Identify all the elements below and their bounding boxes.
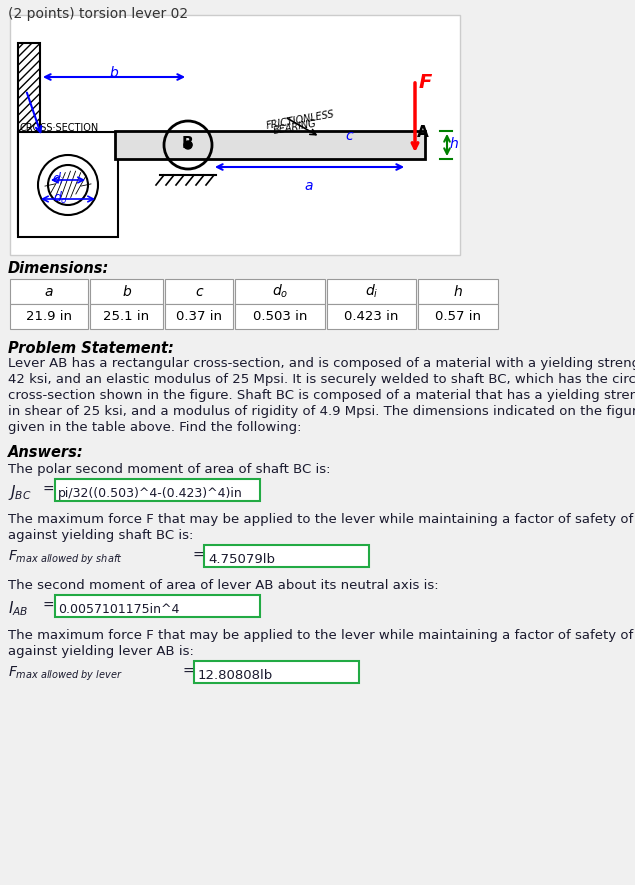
Text: Dimensions:: Dimensions: [8,261,109,276]
Text: c: c [195,284,203,298]
Bar [418,304,498,329]
Text: The second moment of area of lever AB about its neutral axis is:: The second moment of area of lever AB ab… [8,579,439,592]
Bar [235,279,325,304]
Text: $d_o$: $d_o$ [53,190,67,206]
Text: $d_i$: $d_i$ [364,283,378,300]
Bar [18,43,40,233]
Bar [165,279,233,304]
Text: 42 ksi, and an elastic modulus of 25 Mpsi. It is securely welded to shaft BC, wh: 42 ksi, and an elastic modulus of 25 Mps… [8,373,635,386]
Bar [10,279,88,304]
Text: b: b [110,66,119,80]
Text: $J_{BC}$: $J_{BC}$ [8,483,32,502]
Bar [327,279,416,304]
Bar [18,132,118,237]
Bar [204,545,369,567]
Text: 0.57 in: 0.57 in [435,310,481,323]
Text: The polar second moment of area of shaft BC is:: The polar second moment of area of shaft… [8,463,330,476]
Bar [327,304,416,329]
Text: 12.80808lb: 12.80808lb [198,669,273,682]
Text: Problem Statement:: Problem Statement: [8,341,174,356]
Text: CROSS·SECTION: CROSS·SECTION [20,123,99,133]
Text: BEARING: BEARING [272,119,317,136]
Text: The maximum force F that may be applied to the lever while maintaining a factor : The maximum force F that may be applied … [8,513,635,526]
Text: FRICTIONLESS: FRICTIONLESS [265,109,335,131]
Text: =: = [42,599,53,613]
Text: c: c [345,129,352,143]
Text: 0.503 in: 0.503 in [253,310,307,323]
Text: cross-section shown in the figure. Shaft BC is composed of a material that has a: cross-section shown in the figure. Shaft… [8,389,635,402]
Text: =: = [42,483,53,497]
Text: against yielding lever AB is:: against yielding lever AB is: [8,645,194,658]
Bar [194,661,359,683]
Circle shape [184,141,192,149]
Text: 0.37 in: 0.37 in [176,310,222,323]
Text: B: B [182,136,194,151]
Text: pi/32((0.503)^4-(0.423)^4)in: pi/32((0.503)^4-(0.423)^4)in [58,487,243,500]
Text: $F_{max\ allowed\ by\ lever}$: $F_{max\ allowed\ by\ lever}$ [8,665,123,683]
Text: 0.423 in: 0.423 in [344,310,399,323]
Text: =: = [182,665,194,679]
Text: 0.0057101175in^4: 0.0057101175in^4 [58,603,179,616]
Text: $F_{max\ allowed\ by\ shaft}$: $F_{max\ allowed\ by\ shaft}$ [8,549,123,567]
Text: 21.9 in: 21.9 in [26,310,72,323]
Bar [165,304,233,329]
Text: The maximum force F that may be applied to the lever while maintaining a factor : The maximum force F that may be applied … [8,629,635,642]
Text: a: a [44,284,53,298]
Text: (2 points) torsion lever 02: (2 points) torsion lever 02 [8,7,188,21]
Bar [418,279,498,304]
Text: 25.1 in: 25.1 in [104,310,150,323]
Bar [235,304,325,329]
Text: $d_i$: $d_i$ [52,171,64,187]
Bar [10,15,460,255]
Bar [90,279,163,304]
Bar [90,304,163,329]
Text: Answers:: Answers: [8,445,84,460]
Text: b: b [122,284,131,298]
Text: $I_{AB}$: $I_{AB}$ [8,599,29,618]
Text: 4.75079lb: 4.75079lb [208,553,275,566]
Bar [10,304,88,329]
Bar [115,131,425,159]
Text: h: h [453,284,462,298]
Text: in shear of 25 ksi, and a modulus of rigidity of 4.9 Mpsi. The dimensions indica: in shear of 25 ksi, and a modulus of rig… [8,405,635,418]
Text: a: a [304,179,312,193]
Bar [55,595,260,617]
Text: $d_o$: $d_o$ [272,283,288,300]
Text: given in the table above. Find the following:: given in the table above. Find the follo… [8,421,302,434]
Bar [55,479,260,501]
Text: F: F [419,73,432,92]
Text: Lever AB has a rectangular cross-section, and is composed of a material with a y: Lever AB has a rectangular cross-section… [8,357,635,370]
Text: h: h [450,137,458,151]
Text: =: = [192,549,204,563]
Text: against yielding shaft BC is:: against yielding shaft BC is: [8,529,194,542]
Text: A: A [417,125,429,140]
